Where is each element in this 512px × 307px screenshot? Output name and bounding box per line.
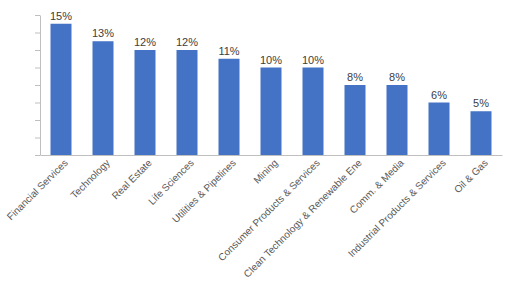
x-tick-label: Technology [68, 157, 112, 201]
y-tick [35, 155, 40, 156]
x-tick-label: Mining [251, 157, 280, 186]
data-label: 6% [431, 89, 447, 101]
y-tick-mark [35, 15, 40, 16]
bars [51, 24, 492, 155]
y-tick [35, 103, 40, 104]
x-tick-label: Real Estate [110, 157, 155, 202]
y-tick-mark [35, 68, 40, 69]
x-tick-label: Utilities & Pipelines [170, 157, 238, 225]
x-tick: Financial Services [5, 157, 70, 222]
bar [177, 50, 198, 155]
y-tick-mark [35, 50, 40, 51]
y-axis-line [40, 16, 41, 156]
x-tick-label: Financial Services [5, 157, 70, 222]
data-label: 12% [176, 36, 198, 48]
y-tick-mark [35, 120, 40, 121]
x-tick: Mining [251, 157, 280, 186]
bar [429, 103, 450, 156]
data-label: 8% [389, 71, 405, 83]
x-tick: Oil & Gas [452, 157, 490, 195]
y-tick-mark [35, 103, 40, 104]
data-label: 15% [50, 10, 72, 22]
y-tick [35, 33, 40, 34]
x-axis-line [41, 155, 503, 156]
x-tick: Real Estate [110, 157, 155, 202]
y-tick-mark [35, 155, 40, 156]
data-label: 8% [347, 71, 363, 83]
y-tick [35, 85, 40, 86]
bar [345, 85, 366, 155]
y-tick [35, 50, 40, 51]
y-tick [35, 120, 40, 121]
x-tick: Clean Technology & Renewable Ene [241, 157, 364, 280]
data-label: 13% [92, 27, 114, 39]
x-tick: Industrial Products & Services [346, 157, 448, 259]
y-tick-mark [35, 33, 40, 34]
data-label: 10% [260, 54, 282, 66]
data-label: 12% [134, 36, 156, 48]
data-label: 10% [302, 54, 324, 66]
y-tick-mark [35, 138, 40, 139]
x-tick: Utilities & Pipelines [170, 157, 238, 225]
y-tick [35, 68, 40, 69]
y-tick-mark [35, 85, 40, 86]
bar [387, 85, 408, 155]
bar [51, 24, 72, 155]
bar [261, 68, 282, 156]
x-tick: Technology [68, 157, 112, 201]
plot: 15% 13% 12% 12% 11% 10% 10% 8% 8% 6% 5% Financial S… [5, 10, 503, 280]
bar [471, 111, 492, 155]
y-axis [35, 16, 41, 156]
bar [303, 68, 324, 156]
data-label: 5% [473, 97, 489, 109]
y-tick [35, 15, 40, 16]
x-axis: Financial ServicesTechnologyReal EstateL… [5, 156, 503, 280]
bar [93, 41, 114, 155]
x-tick-label: Oil & Gas [452, 157, 490, 195]
y-tick [35, 138, 40, 139]
x-tick-label: Clean Technology & Renewable Ene [241, 157, 364, 280]
data-label: 11% [218, 45, 239, 57]
bar [219, 59, 240, 155]
data-labels: 15% 13% 12% 12% 11% 10% 10% 8% 8% 6% 5% [50, 10, 489, 110]
x-tick-label: Industrial Products & Services [346, 157, 448, 259]
bar [135, 50, 156, 155]
chart: 15% 13% 12% 12% 11% 10% 10% 8% 8% 6% 5% Financial S… [0, 0, 512, 307]
